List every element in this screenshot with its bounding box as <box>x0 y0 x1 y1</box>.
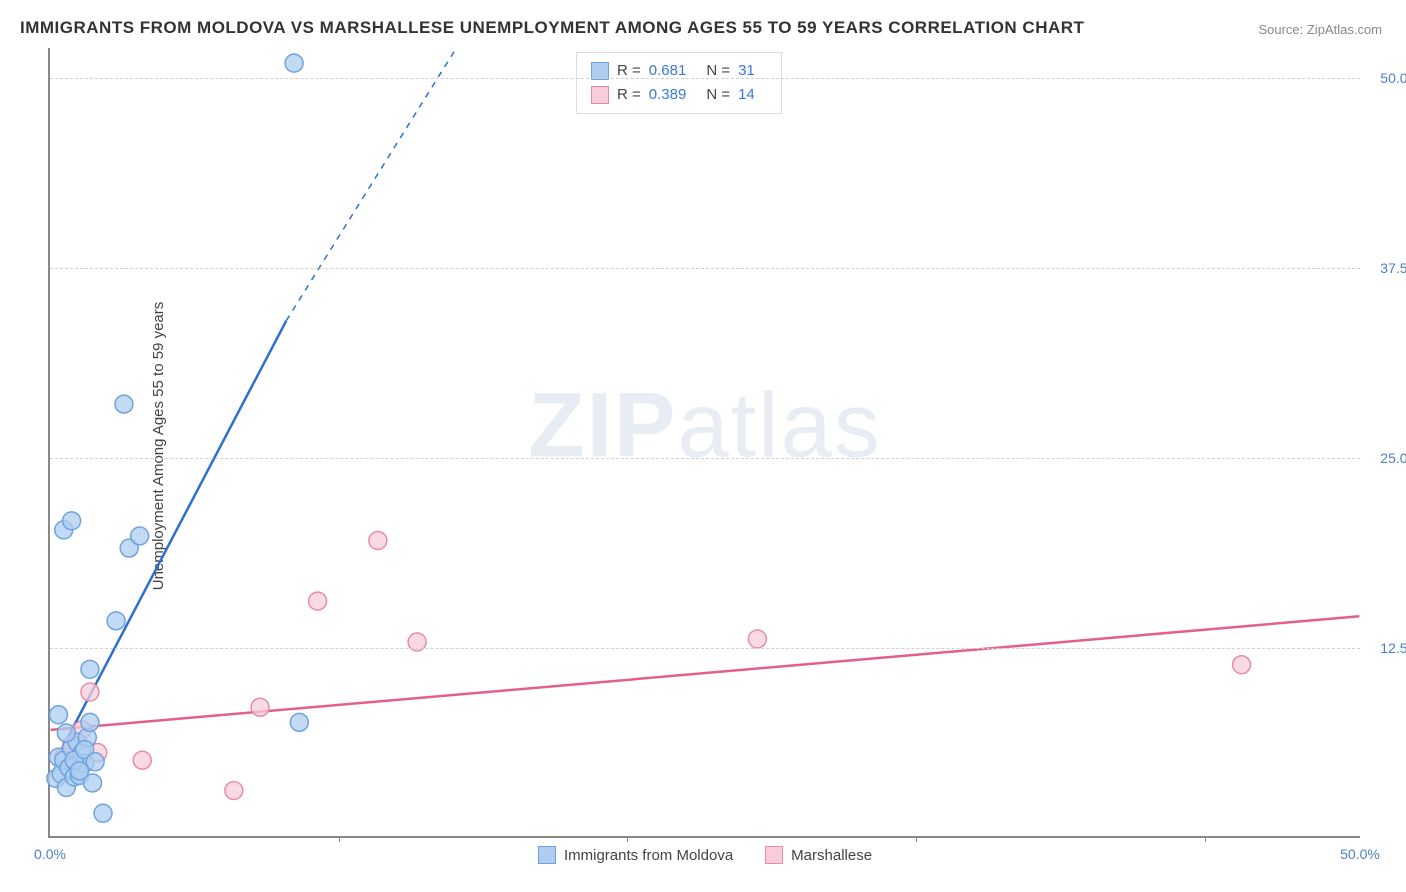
correlation-legend: R = 0.681 N = 31 R = 0.389 N = 14 <box>576 52 782 114</box>
legend-row-series1: R = 0.681 N = 31 <box>591 59 767 83</box>
legend-swatch-series1 <box>591 62 609 80</box>
legend-item-series2: Marshallese <box>765 846 872 864</box>
legend-swatch-series1-b <box>538 846 556 864</box>
legend-label-series1: Immigrants from Moldova <box>564 847 733 864</box>
watermark-right: atlas <box>677 375 881 477</box>
n-label-2: N = <box>706 83 730 107</box>
x-tick-right: 50.0% <box>1340 846 1380 862</box>
y-tick-label: 37.5% <box>1365 260 1406 276</box>
source-attribution: Source: ZipAtlas.com <box>1258 22 1382 37</box>
watermark-left: ZIP <box>528 375 677 477</box>
y-tick-label: 25.0% <box>1365 450 1406 466</box>
n-value-series1: 31 <box>738 59 755 83</box>
n-value-series2: 14 <box>738 83 755 107</box>
n-label: N = <box>706 59 730 83</box>
r-label-2: R = <box>617 83 641 107</box>
legend-label-series2: Marshallese <box>791 847 872 864</box>
legend-swatch-series2-b <box>765 846 783 864</box>
legend-item-series1: Immigrants from Moldova <box>538 846 733 864</box>
x-tick-mark <box>916 836 917 842</box>
legend-swatch-series2 <box>591 86 609 104</box>
watermark: ZIPatlas <box>528 374 881 479</box>
r-value-series1: 0.681 <box>649 59 687 83</box>
chart-svg <box>50 48 1360 836</box>
grid-line-horizontal <box>50 78 1360 79</box>
y-tick-label: 50.0% <box>1365 70 1406 86</box>
y-tick-label: 12.5% <box>1365 640 1406 656</box>
x-tick-mark <box>627 836 628 842</box>
x-tick-mark <box>339 836 340 842</box>
chart-title: IMMIGRANTS FROM MOLDOVA VS MARSHALLESE U… <box>20 18 1084 38</box>
x-tick-left: 0.0% <box>34 846 66 862</box>
series-legend: Immigrants from Moldova Marshallese <box>538 846 872 864</box>
plot-area: ZIPatlas R = 0.681 N = 31 R = 0.389 N = … <box>48 48 1360 838</box>
x-tick-mark <box>1205 836 1206 842</box>
grid-line-horizontal <box>50 648 1360 649</box>
grid-line-horizontal <box>50 458 1360 459</box>
legend-row-series2: R = 0.389 N = 14 <box>591 83 767 107</box>
r-value-series2: 0.389 <box>649 83 687 107</box>
r-label: R = <box>617 59 641 83</box>
grid-line-horizontal <box>50 268 1360 269</box>
